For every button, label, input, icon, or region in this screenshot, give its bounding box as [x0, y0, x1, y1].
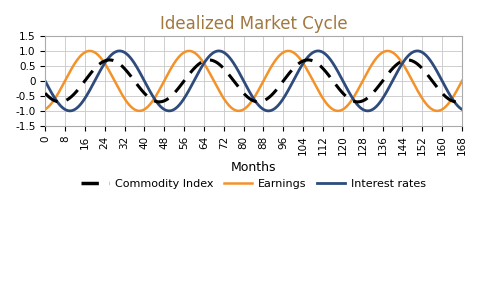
Commodity Index — [459, 99, 465, 103]
Earnings — [459, 79, 465, 83]
Interest rates — [117, 49, 122, 53]
Earnings — [447, 100, 453, 103]
Earnings — [371, 61, 376, 64]
Title: Idealized Market Cycle: Idealized Market Cycle — [160, 15, 348, 33]
Commodity Index — [447, 98, 453, 102]
Interest rates — [64, 108, 69, 112]
X-axis label: Months: Months — [231, 161, 276, 174]
Interest rates — [371, 107, 376, 110]
Commodity Index — [234, 83, 240, 87]
Commodity Index — [42, 91, 48, 95]
Earnings — [64, 77, 69, 80]
Earnings — [245, 104, 251, 108]
Earnings — [434, 109, 440, 113]
Commodity Index — [454, 100, 460, 104]
Line: Commodity Index: Commodity Index — [45, 60, 462, 102]
Interest rates — [447, 94, 453, 97]
Earnings — [42, 108, 48, 111]
Commodity Index — [64, 98, 69, 102]
Interest rates — [234, 67, 240, 71]
Line: Earnings: Earnings — [45, 51, 462, 111]
Interest rates — [67, 109, 73, 113]
Earnings — [447, 99, 453, 103]
Earnings — [234, 109, 240, 113]
Line: Interest rates: Interest rates — [45, 51, 462, 111]
Commodity Index — [404, 58, 410, 62]
Commodity Index — [371, 91, 376, 94]
Interest rates — [245, 88, 251, 91]
Interest rates — [42, 79, 48, 83]
Commodity Index — [447, 98, 453, 102]
Interest rates — [447, 94, 453, 97]
Interest rates — [459, 108, 465, 111]
Commodity Index — [245, 95, 251, 99]
Earnings — [385, 49, 390, 53]
Legend: Commodity Index, Earnings, Interest rates: Commodity Index, Earnings, Interest rate… — [77, 175, 430, 194]
